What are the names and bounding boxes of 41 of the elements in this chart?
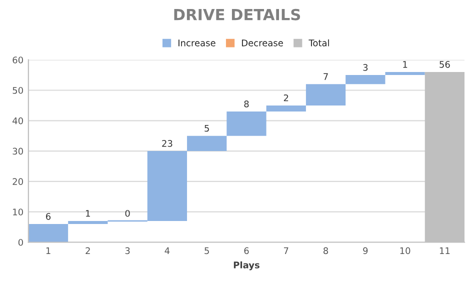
y-tick-label: 10 (13, 208, 23, 216)
y-tick-label: 60 (12, 56, 23, 64)
x-tick-label: 8 (324, 247, 328, 254)
x-tick-label: 7 (284, 247, 288, 254)
data-label: 6 (46, 213, 51, 220)
data-label: 8 (244, 100, 249, 108)
x-axis-title: Plays (234, 261, 260, 270)
chart-title: DRIVE DETAILS (174, 8, 300, 20)
bar (266, 105, 306, 112)
data-label: 5 (204, 124, 209, 132)
y-tick-label: 0 (18, 238, 23, 246)
data-label: 1 (86, 210, 90, 217)
data-label: 56 (440, 61, 450, 68)
x-tick-label: 9 (363, 247, 368, 254)
bar (28, 224, 68, 242)
bar (346, 75, 386, 84)
x-tick-label: 4 (164, 247, 170, 254)
legend-label: Total (308, 39, 329, 46)
x-tick-label: 1 (46, 247, 50, 254)
data-label: 23 (162, 140, 172, 147)
x-tick-label: 11 (440, 247, 450, 254)
data-label: 7 (324, 73, 328, 80)
x-tick-label: 6 (244, 247, 249, 254)
x-tick-label: 10 (400, 247, 410, 254)
bar (385, 72, 425, 76)
data-label: 3 (363, 64, 368, 71)
data-label: 1 (403, 61, 408, 68)
y-tick-label: 50 (12, 86, 23, 94)
x-tick-label: 2 (86, 247, 90, 254)
data-label: 2 (284, 94, 288, 102)
y-tick-label: 40 (12, 117, 23, 124)
x-tick-label: 3 (125, 247, 130, 254)
legend-label: Increase (178, 40, 216, 46)
bar (187, 136, 227, 152)
data-label: 0 (125, 210, 130, 217)
y-tick-label: 20 (12, 178, 23, 186)
bar (306, 84, 346, 106)
legend-label: Decrease (242, 40, 283, 46)
y-tick-label: 30 (12, 148, 23, 155)
x-tick-label: 5 (204, 247, 209, 254)
bar (226, 112, 266, 136)
